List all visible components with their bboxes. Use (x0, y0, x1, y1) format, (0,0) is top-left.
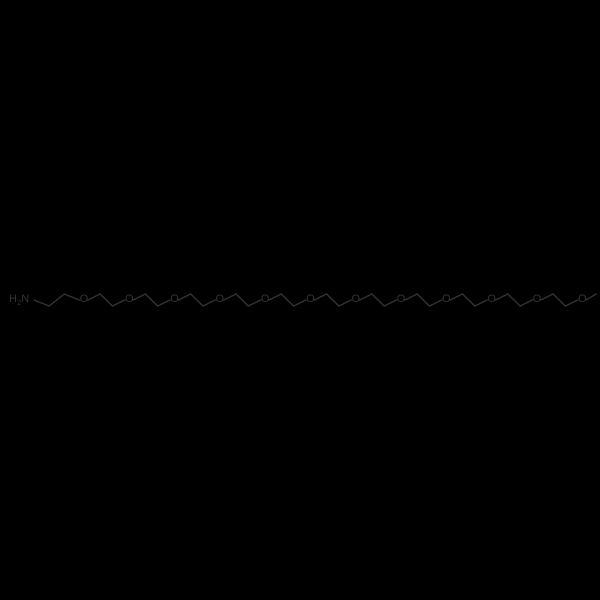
oxygen-label: O (170, 294, 179, 305)
amine-label: H2N (9, 294, 29, 307)
molecule-canvas: H2N O O O O O O O O O O O O (0, 0, 600, 600)
oxygen-label: O (578, 294, 587, 305)
oxygen-label: O (351, 294, 360, 305)
oxygen-label: O (442, 294, 451, 305)
oxygen-label: O (80, 294, 89, 305)
oxygen-label: O (487, 294, 496, 305)
oxygen-label: O (397, 294, 406, 305)
oxygen-label: O (306, 294, 315, 305)
oxygen-label: O (261, 294, 270, 305)
bond-layer (0, 0, 600, 600)
oxygen-label: O (533, 294, 542, 305)
oxygen-label: O (125, 294, 134, 305)
oxygen-label: O (216, 294, 225, 305)
